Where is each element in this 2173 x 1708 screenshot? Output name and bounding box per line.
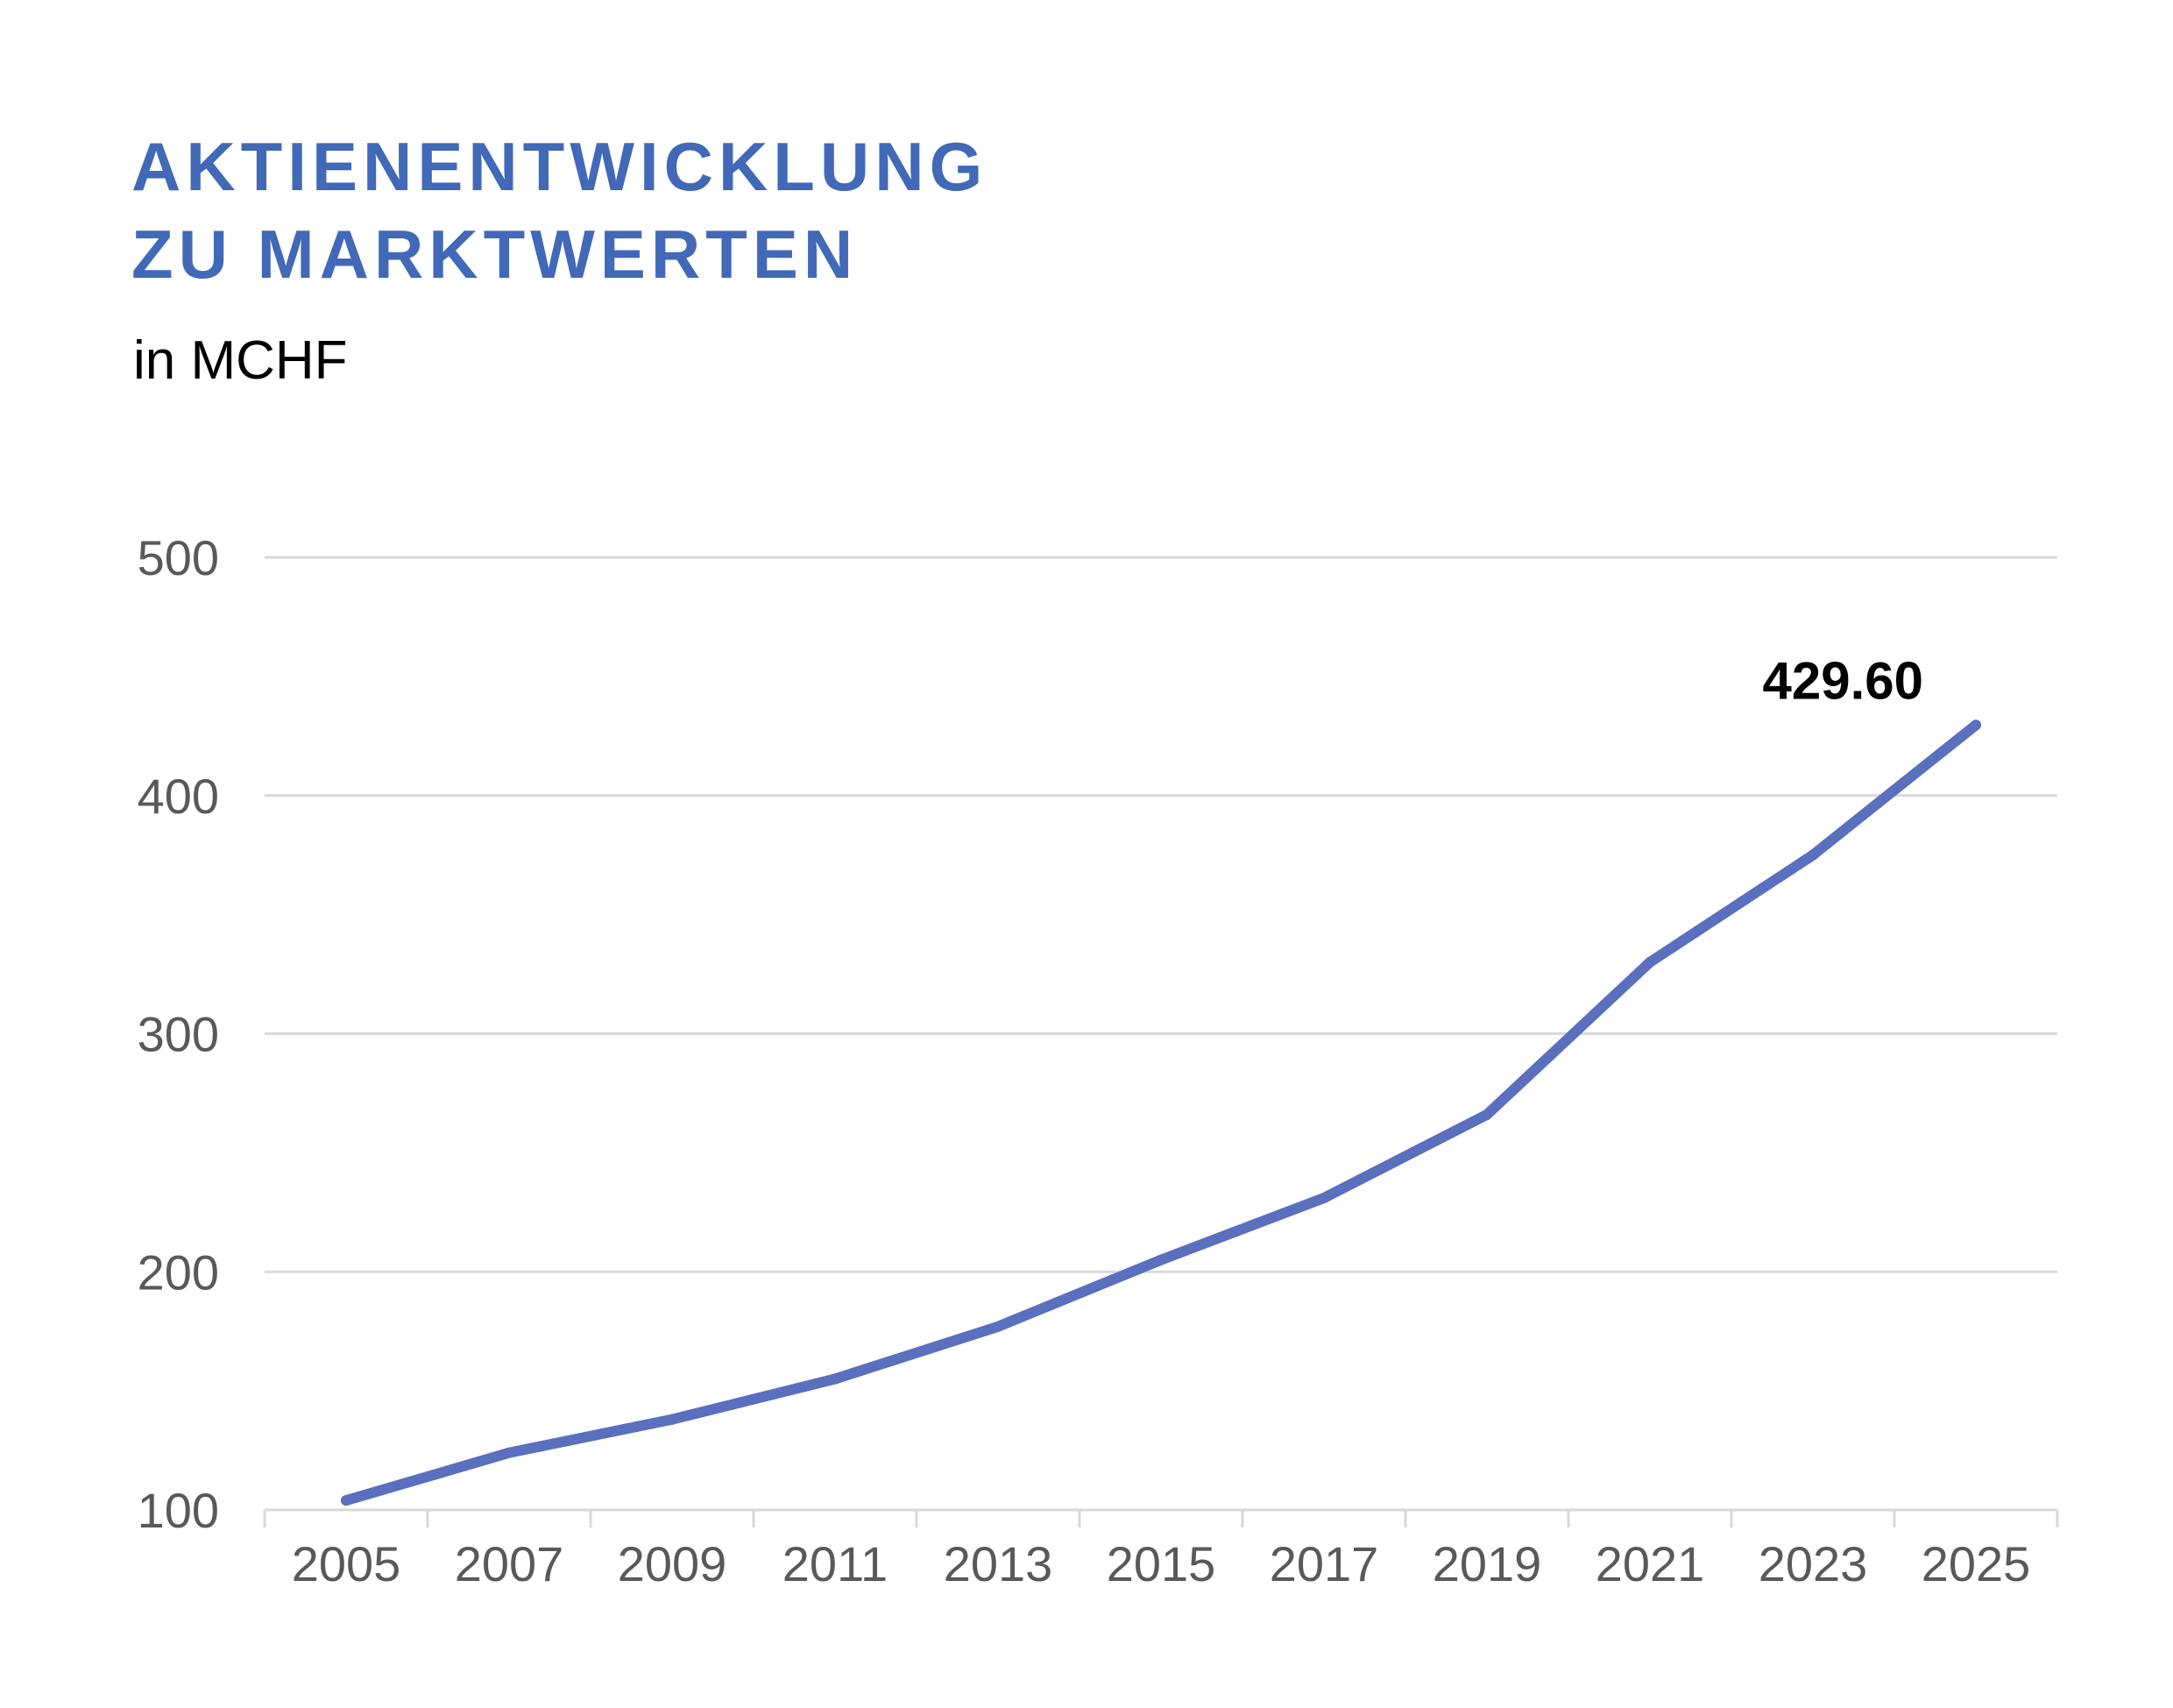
y-tick-label: 500 xyxy=(138,530,219,585)
data-point xyxy=(830,1373,840,1385)
x-tick-label: 2013 xyxy=(944,1536,1053,1591)
data-point xyxy=(1482,1109,1492,1120)
x-tick-label: 2015 xyxy=(1107,1536,1216,1591)
chart-title-line-2: ZU MARKTWERTEN xyxy=(131,216,859,293)
y-tick-label: 300 xyxy=(138,1007,219,1062)
x-tick-label: 2025 xyxy=(1922,1536,2031,1591)
data-point xyxy=(1645,956,1655,967)
x-tick-label: 2019 xyxy=(1433,1536,1542,1591)
x-tick-label: 2007 xyxy=(455,1536,564,1591)
series-line xyxy=(341,719,1981,1506)
x-tick-label: 2017 xyxy=(1270,1536,1379,1591)
data-point xyxy=(341,1495,351,1506)
data-label: 429.60 xyxy=(1762,651,1923,710)
data-point xyxy=(504,1447,514,1458)
y-axis: 100 200 300 400 500 xyxy=(138,530,219,1538)
x-tick-label: 2023 xyxy=(1759,1536,1868,1591)
data-point xyxy=(1319,1193,1329,1204)
x-tick-label: 2011 xyxy=(782,1536,888,1591)
y-tick-label: 400 xyxy=(138,769,219,824)
series-layer xyxy=(341,719,1981,1506)
chart-title: AKTIENENTWICKLUNG ZU MARKTWERTEN xyxy=(131,123,987,298)
x-tick-label: 2005 xyxy=(292,1536,401,1591)
y-tick-label: 200 xyxy=(138,1244,219,1300)
chart-subtitle: in MCHF xyxy=(133,330,348,391)
data-point xyxy=(1156,1254,1166,1265)
chart-title-line-1: AKTIENENTWICKLUNG xyxy=(131,128,988,205)
data-point xyxy=(1971,719,1981,731)
x-axis xyxy=(263,1508,2059,1527)
annotations: 429.60 xyxy=(1762,651,1923,710)
x-tick-label: 2009 xyxy=(618,1536,727,1591)
x-axis-labels: 2005 2007 2009 2011 2013 2015 2017 2019 2021 2023… xyxy=(292,1536,2031,1591)
data-point xyxy=(993,1321,1003,1332)
gridlines xyxy=(265,556,2057,1273)
x-tick-label: 2021 xyxy=(1596,1536,1705,1591)
data-point xyxy=(1808,849,1818,861)
y-tick-label: 100 xyxy=(138,1483,219,1538)
data-point xyxy=(667,1414,677,1425)
